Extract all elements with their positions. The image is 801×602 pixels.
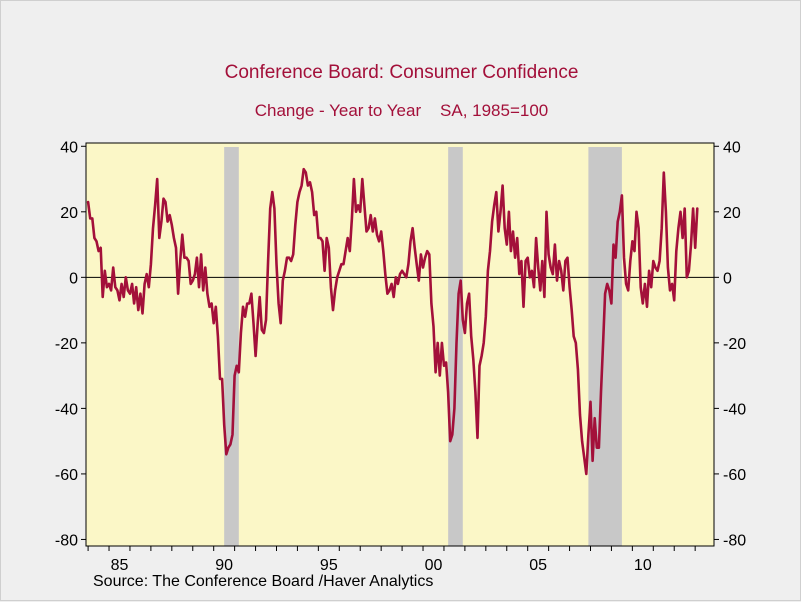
chart-title: Conference Board: Consumer Confidence xyxy=(224,62,579,83)
recession-band xyxy=(224,147,239,546)
series-line xyxy=(86,167,699,476)
chart-subtitle: Change - Year to Year SA, 1985=100 xyxy=(1,101,801,121)
series-layer xyxy=(86,167,699,476)
subtitle-left: Change - Year to Year xyxy=(254,101,422,120)
y-tick-label-right: -60 xyxy=(723,467,746,484)
y-tick-label-left: 20 xyxy=(60,205,78,222)
y-tick-label-right: 0 xyxy=(723,270,732,287)
subtitle-right: SA, 1985=100 xyxy=(440,101,549,120)
y-tick-label-right: -80 xyxy=(723,532,746,549)
x-tick-label: 10 xyxy=(634,557,652,574)
source-note: Source: The Conference Board /Haver Anal… xyxy=(93,573,434,590)
y-tick-label-left: -20 xyxy=(55,336,78,353)
x-tick-label: 05 xyxy=(529,557,547,574)
x-tick-label: 85 xyxy=(111,557,129,574)
plot-border xyxy=(85,142,715,547)
x-tick-label: 00 xyxy=(425,557,443,574)
x-tick-label: 95 xyxy=(320,557,338,574)
y-tick-label-right: 20 xyxy=(723,205,741,222)
y-tick-label-left: 0 xyxy=(69,270,78,287)
y-tick-label-left: -40 xyxy=(55,401,78,418)
y-tick-label-left: -80 xyxy=(55,532,78,549)
y-tick-label-right: 40 xyxy=(723,139,741,156)
y-tick-label-right: -40 xyxy=(723,401,746,418)
recession-band xyxy=(588,147,622,546)
y-tick-label-right: -20 xyxy=(723,336,746,353)
x-tick-label: 90 xyxy=(215,557,233,574)
y-tick-label-left: 40 xyxy=(60,139,78,156)
y-tick-label-left: -60 xyxy=(55,467,78,484)
